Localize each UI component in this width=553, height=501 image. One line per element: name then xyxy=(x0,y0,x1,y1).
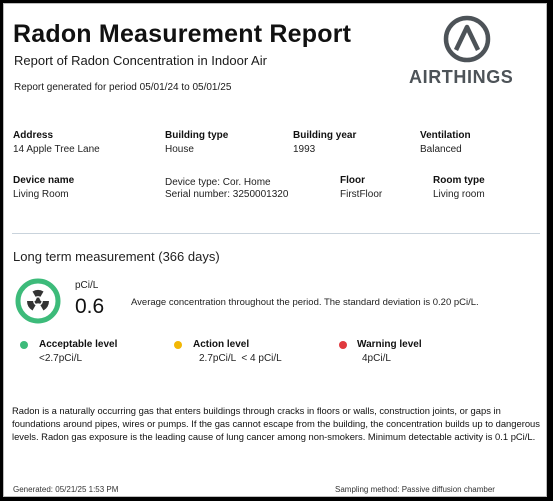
floor-label: Floor xyxy=(340,175,365,186)
generated-timestamp: Generated: 05/21/25 1:53 PM xyxy=(13,485,119,494)
radon-info-paragraph: Radon is a naturally occurring gas that … xyxy=(12,405,540,442)
warning-level-value: 4pCi/L xyxy=(362,353,391,364)
device-name-value: Living Room xyxy=(13,189,69,200)
airthings-logo-icon xyxy=(443,15,491,63)
average-description: Average concentration throughout the per… xyxy=(131,297,479,308)
acceptable-level-dot xyxy=(20,341,28,349)
section-divider xyxy=(12,233,540,234)
sampling-method: Sampling method: Passive diffusion chamb… xyxy=(335,485,495,494)
action-level-label: Action level xyxy=(193,339,250,350)
floor-value: FirstFloor xyxy=(340,189,383,200)
room-type-label: Room type xyxy=(433,175,485,186)
page-subtitle: Report of Radon Concentration in Indoor … xyxy=(14,53,267,68)
acceptable-level-value: <2.7pCi/L xyxy=(39,353,83,364)
report-page: Radon Measurement Report Report of Radon… xyxy=(3,3,547,497)
action-level-dot xyxy=(174,341,182,349)
building-type-value: House xyxy=(165,144,194,155)
building-year-value: 1993 xyxy=(293,144,316,155)
warning-level-label: Warning level xyxy=(357,339,422,350)
ventilation-label: Ventilation xyxy=(420,130,471,141)
warning-level-dot xyxy=(339,341,347,349)
report-period: Report generated for period 05/01/24 to … xyxy=(14,82,232,93)
ventilation-value: Balanced xyxy=(420,144,462,155)
address-value: 14 Apple Tree Lane xyxy=(13,144,100,155)
device-type: Device type: Cor. Home xyxy=(165,177,271,188)
page-title: Radon Measurement Report xyxy=(13,20,352,48)
measurement-value: 0.6 xyxy=(75,295,105,318)
measurement-section-title: Long term measurement (366 days) xyxy=(13,249,220,264)
address-label: Address xyxy=(13,130,54,141)
serial-number: Serial number: 3250001320 xyxy=(165,189,289,200)
building-type-label: Building type xyxy=(165,130,229,141)
room-type-value: Living room xyxy=(433,189,485,200)
device-name-label: Device name xyxy=(13,175,75,186)
action-level-value: 2.7pCi/L < 4 pCi/L xyxy=(199,353,282,364)
measurement-unit: pCi/L xyxy=(75,280,99,291)
building-year-label: Building year xyxy=(293,130,357,141)
radiation-gauge-icon xyxy=(15,278,61,324)
acceptable-level-label: Acceptable level xyxy=(39,339,118,350)
logo-text: AIRTHINGS xyxy=(409,67,514,87)
